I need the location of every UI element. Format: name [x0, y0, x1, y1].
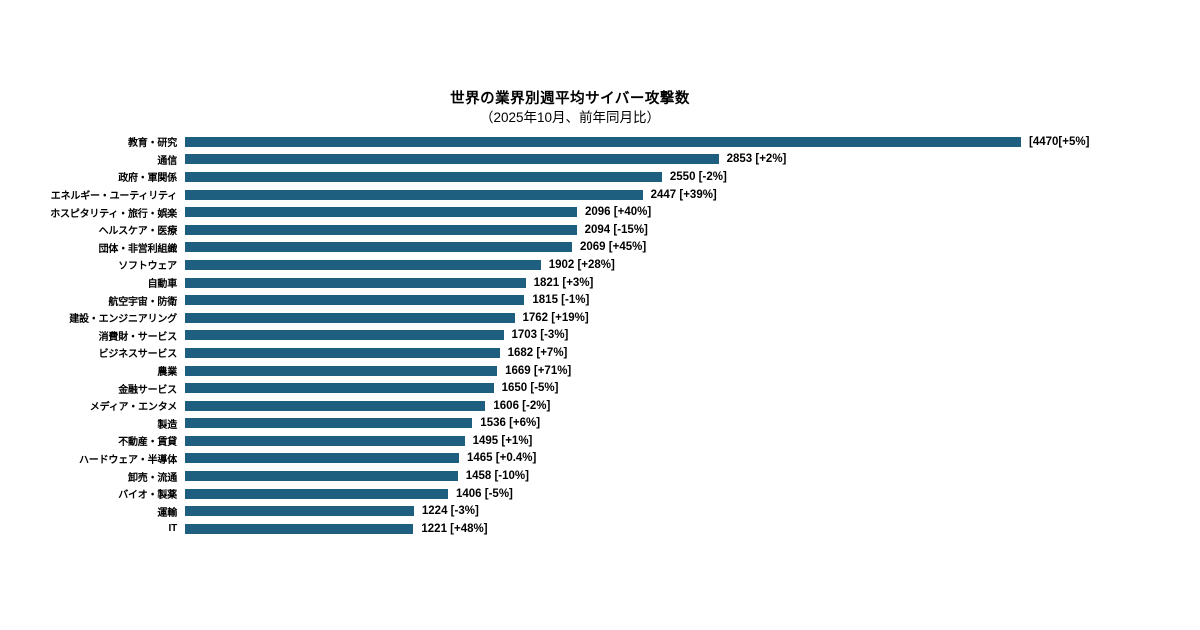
- value-label: 2069 [+45%]: [580, 241, 647, 254]
- chart-row: ハードウェア・半導体 1465 [+0.4%]: [0, 450, 1200, 468]
- category-label: ヘルスケア・医療: [98, 226, 178, 238]
- category-label: 航空宇宙・防衛: [108, 296, 177, 308]
- value-label: 1703 [-3%]: [511, 329, 569, 342]
- chart-title: 世界の業界別週平均サイバー攻撃数: [450, 91, 690, 107]
- value-label: 1465 [+0.4%]: [467, 452, 537, 465]
- bar: [185, 383, 494, 394]
- bar: [185, 418, 473, 429]
- chart-row: 政府・軍関係 2550 [-2%]: [0, 168, 1200, 186]
- bar: [185, 453, 459, 464]
- value-label: 1458 [-10%]: [465, 470, 529, 483]
- category-label: 建設・エンジニアリング: [69, 314, 177, 326]
- category-label: 自動車: [147, 279, 178, 291]
- bar: [185, 471, 458, 482]
- chart-row: ヘルスケア・医療 2094 [-15%]: [0, 221, 1200, 239]
- chart-row: ビジネスサービス 1682 [+7%]: [0, 344, 1200, 362]
- bar: [185, 523, 414, 534]
- value-label: 2550 [-2%]: [669, 170, 727, 183]
- chart-row: 教育・研究 [4470[+5%]: [0, 133, 1200, 151]
- bar: [185, 242, 572, 253]
- chart-row: 消費財・サービス 1703 [-3%]: [0, 327, 1200, 345]
- value-label: 2096 [+40%]: [585, 206, 652, 219]
- chart-header: 世界の業界別週平均サイバー攻撃数 （2025年10月、前年同月比）: [0, 90, 1140, 127]
- bar: [185, 207, 577, 218]
- bar: [185, 506, 414, 517]
- bar: [185, 154, 719, 165]
- chart-row: 製造 1536 [+6%]: [0, 415, 1200, 433]
- bar: [185, 136, 1021, 147]
- bar: [185, 365, 498, 376]
- bar: [185, 488, 448, 499]
- value-label: 1536 [+6%]: [480, 417, 541, 430]
- value-label: 1650 [-5%]: [501, 382, 559, 395]
- value-label: 1495 [+1%]: [472, 434, 533, 447]
- value-label: 1406 [-5%]: [456, 487, 513, 500]
- chart-row: 運輸 1224 [-3%]: [0, 502, 1200, 520]
- chart-row: バイオ・製薬 1406 [-5%]: [0, 485, 1200, 503]
- value-label: 1224 [-3%]: [421, 505, 479, 518]
- bar: [185, 435, 465, 446]
- category-label: 製造: [157, 419, 177, 431]
- bar: [185, 171, 662, 182]
- category-label: 不動産・賃貸: [118, 437, 177, 449]
- category-label: ソフトウェア: [118, 261, 177, 273]
- chart-row: IT 1221 [+48%]: [0, 520, 1200, 538]
- bar: [185, 295, 525, 306]
- category-label: 団体・非営利組織: [98, 243, 178, 255]
- chart-row: ソフトウェア 1902 [+28%]: [0, 256, 1200, 274]
- value-label: 1682 [+7%]: [507, 346, 568, 359]
- chart-subtitle: （2025年10月、前年同月比）: [479, 110, 661, 125]
- chart-row: 通信 2853 [+2%]: [0, 151, 1200, 169]
- value-label: 1821 [+3%]: [533, 276, 594, 289]
- value-label: 2447 [+39%]: [650, 188, 717, 201]
- value-label: 1762 [+19%]: [522, 311, 589, 324]
- bar: [185, 189, 643, 200]
- category-label: メディア・エンタメ: [89, 402, 177, 414]
- value-label: 1221 [+48%]: [421, 522, 488, 535]
- chart-row: 金融サービス 1650 [-5%]: [0, 379, 1200, 397]
- bar: [185, 312, 515, 323]
- value-label: 1606 [-2%]: [493, 399, 551, 412]
- bar: [185, 330, 504, 341]
- category-label: 卸売・流通: [128, 472, 177, 484]
- category-label: 運輸: [157, 507, 177, 519]
- chart-row: 不動産・賃貸 1495 [+1%]: [0, 432, 1200, 450]
- category-label: 消費財・サービス: [98, 331, 178, 343]
- category-label: ホスピタリティ・旅行・娯楽: [50, 208, 177, 220]
- bar: [185, 347, 500, 358]
- chart-row: メディア・エンタメ 1606 [-2%]: [0, 397, 1200, 415]
- chart-row: 農業 1669 [+71%]: [0, 362, 1200, 380]
- chart-row: 建設・エンジニアリング 1762 [+19%]: [0, 309, 1200, 327]
- category-label: 通信: [157, 155, 177, 167]
- category-label: 政府・軍関係: [118, 173, 177, 185]
- chart-row: 団体・非営利組織 2069 [+45%]: [0, 239, 1200, 257]
- value-label: 1902 [+28%]: [548, 258, 615, 271]
- value-label: [4470[+5%]: [1029, 135, 1090, 148]
- chart-row: ホスピタリティ・旅行・娯楽 2096 [+40%]: [0, 203, 1200, 221]
- value-label: 2094 [-15%]: [584, 223, 648, 236]
- category-label: ビジネスサービス: [98, 349, 178, 361]
- bar-chart: 教育・研究 [4470[+5%] 通信 2853 [+2%] 政府・軍関係 25…: [0, 133, 1200, 538]
- bar: [185, 259, 541, 270]
- bar: [185, 224, 577, 235]
- category-label: 農業: [157, 367, 177, 379]
- category-label: ハードウェア・半導体: [79, 454, 177, 466]
- value-label: 1669 [+71%]: [505, 364, 572, 377]
- category-label: IT: [168, 523, 178, 535]
- bar: [185, 277, 526, 288]
- chart-row: エネルギー・ユーティリティ 2447 [+39%]: [0, 186, 1200, 204]
- value-label: 1815 [-1%]: [532, 294, 590, 307]
- chart-row: 自動車 1821 [+3%]: [0, 274, 1200, 292]
- chart-row: 卸売・流通 1458 [-10%]: [0, 467, 1200, 485]
- category-label: 教育・研究: [128, 138, 177, 150]
- bar: [185, 400, 486, 411]
- value-label: 2853 [+2%]: [726, 153, 787, 166]
- category-label: エネルギー・ユーティリティ: [50, 191, 177, 203]
- category-label: 金融サービス: [118, 384, 177, 396]
- category-label: バイオ・製薬: [118, 490, 177, 502]
- chart-row: 航空宇宙・防衛 1815 [-1%]: [0, 291, 1200, 309]
